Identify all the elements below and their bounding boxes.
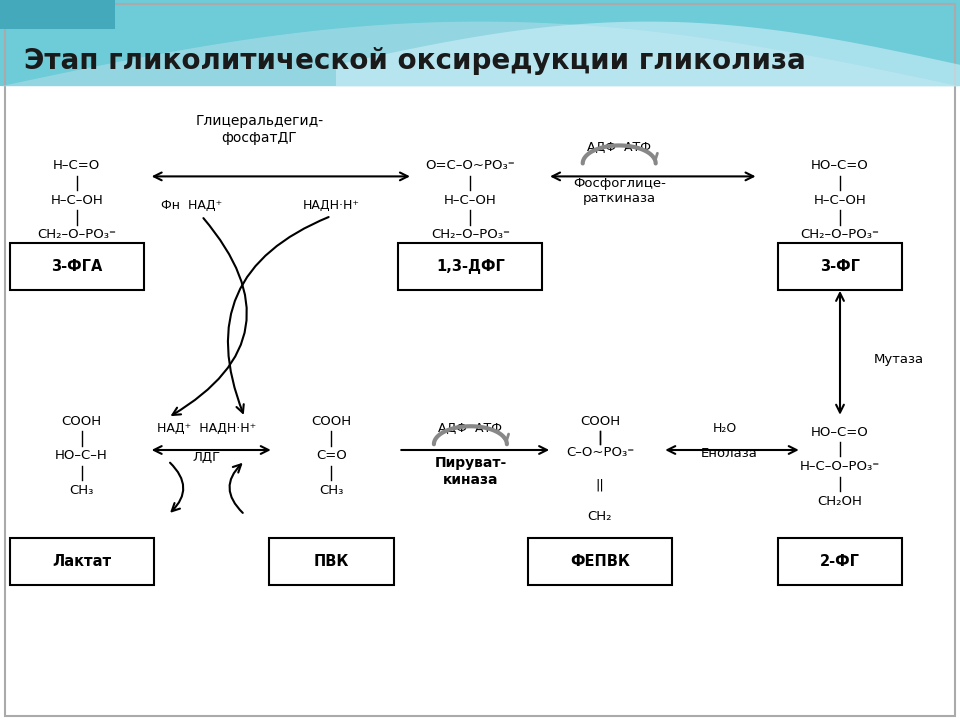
Text: СН₃: СН₃ bbox=[69, 484, 94, 497]
FancyBboxPatch shape bbox=[778, 243, 902, 289]
Text: Н–С–О–РО₃⁼: Н–С–О–РО₃⁼ bbox=[800, 460, 880, 473]
FancyBboxPatch shape bbox=[528, 539, 672, 585]
Text: Н₂О: Н₂О bbox=[712, 422, 737, 435]
Text: Этап гликолитической оксиредукции гликолиза: Этап гликолитической оксиредукции гликол… bbox=[24, 48, 805, 75]
Polygon shape bbox=[336, 22, 960, 86]
FancyBboxPatch shape bbox=[269, 539, 394, 585]
Text: Енолаза: Енолаза bbox=[701, 447, 758, 460]
Text: Фн  НАД⁺: Фн НАД⁺ bbox=[161, 199, 223, 212]
Text: СООН: СООН bbox=[580, 415, 620, 428]
Text: Н–С–ОН: Н–С–ОН bbox=[444, 194, 496, 207]
Text: НАД⁺  НАДН·Н⁺: НАД⁺ НАДН·Н⁺ bbox=[156, 422, 256, 435]
Bar bbox=[0, 0, 960, 86]
FancyBboxPatch shape bbox=[10, 243, 144, 289]
Text: АДФ  АТФ: АДФ АТФ bbox=[588, 141, 651, 154]
Text: Мутаза: Мутаза bbox=[874, 354, 924, 366]
Text: Н–С–ОН: Н–С–ОН bbox=[51, 194, 103, 207]
Text: СН₂–О–РО₃⁼: СН₂–О–РО₃⁼ bbox=[37, 228, 116, 241]
Text: Пируват-
киназа: Пируват- киназа bbox=[434, 456, 507, 487]
Text: Фосфоглице-
раткиназа: Фосфоглице- раткиназа bbox=[573, 177, 665, 204]
Polygon shape bbox=[0, 22, 960, 86]
Text: ЛДГ: ЛДГ bbox=[192, 451, 221, 464]
Text: Глицеральдегид-
фосфатДГ: Глицеральдегид- фосфатДГ bbox=[195, 114, 324, 145]
Text: СН₂–О–РО₃⁼: СН₂–О–РО₃⁼ bbox=[431, 228, 510, 241]
Text: ФЕПВК: ФЕПВК bbox=[570, 554, 630, 569]
Text: 1,3-ДФГ: 1,3-ДФГ bbox=[436, 259, 505, 274]
Text: Н–С=О: Н–С=О bbox=[53, 159, 101, 172]
Text: НО–С=О: НО–С=О bbox=[811, 426, 869, 438]
Text: НО–С=О: НО–С=О bbox=[811, 159, 869, 172]
Text: 3-ФГА: 3-ФГА bbox=[51, 259, 103, 274]
Text: СН₃: СН₃ bbox=[319, 484, 344, 497]
Text: С–О~РО₃⁼: С–О~РО₃⁼ bbox=[565, 446, 635, 459]
Text: СН₂: СН₂ bbox=[588, 510, 612, 523]
Text: С=О: С=О bbox=[316, 449, 347, 462]
Text: СН₂ОН: СН₂ОН bbox=[818, 495, 862, 508]
Text: ПВК: ПВК bbox=[314, 554, 348, 569]
FancyBboxPatch shape bbox=[10, 539, 154, 585]
Text: СООН: СООН bbox=[311, 415, 351, 428]
Text: ||: || bbox=[595, 478, 605, 491]
Text: НО–С–Н: НО–С–Н bbox=[56, 449, 108, 462]
Text: Лактат: Лактат bbox=[52, 554, 111, 569]
Text: НАДН·Н⁺: НАДН·Н⁺ bbox=[302, 199, 360, 212]
Text: АДФ  АТФ: АДФ АТФ bbox=[439, 422, 502, 435]
Text: 2-ФГ: 2-ФГ bbox=[820, 554, 860, 569]
Text: 3-ФГ: 3-ФГ bbox=[820, 259, 860, 274]
Text: Н–С–ОН: Н–С–ОН bbox=[814, 194, 866, 207]
Bar bbox=[0, 0, 115, 29]
Text: СООН: СООН bbox=[61, 415, 102, 428]
Text: СН₂–О–РО₃⁼: СН₂–О–РО₃⁼ bbox=[801, 228, 879, 241]
FancyBboxPatch shape bbox=[398, 243, 542, 289]
Text: О=С–О~РО₃⁼: О=С–О~РО₃⁼ bbox=[425, 159, 516, 172]
FancyBboxPatch shape bbox=[778, 539, 902, 585]
